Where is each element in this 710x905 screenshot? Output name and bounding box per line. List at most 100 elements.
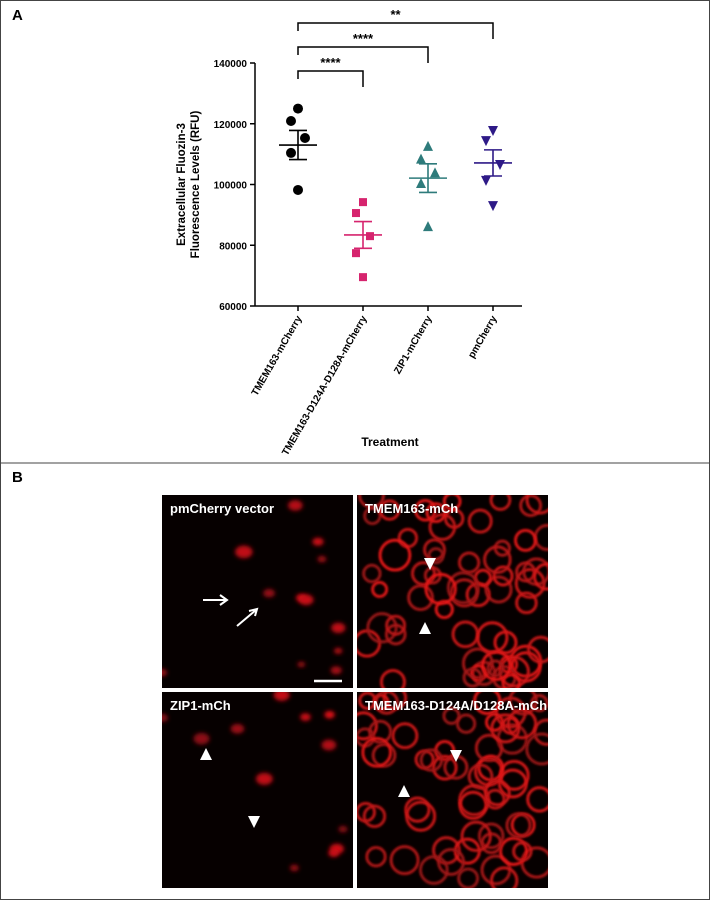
y-axis-label: Extracellular Fluozin-3	[176, 123, 188, 246]
cell	[525, 495, 548, 515]
cell	[425, 502, 447, 524]
cell	[446, 571, 480, 605]
cell	[317, 556, 327, 563]
cell	[476, 621, 509, 654]
data-point	[488, 126, 498, 137]
micrograph	[162, 495, 353, 688]
cells	[357, 692, 548, 888]
cell	[457, 551, 481, 574]
cell	[431, 754, 458, 781]
data-point	[416, 153, 426, 164]
y-tick-label: 60000	[219, 302, 247, 313]
cell	[357, 711, 378, 741]
cell	[391, 722, 419, 750]
micrograph-label: TMEM163-D124A/D128A-mCh	[365, 698, 547, 713]
significance-bracket	[297, 46, 429, 63]
data-point	[416, 177, 426, 188]
cell	[526, 786, 548, 813]
data-point	[481, 175, 491, 186]
x-axis-label: Treatment	[361, 435, 418, 449]
cell	[506, 708, 538, 740]
y-axis-label: Fluorescence Levels (RFU)	[190, 111, 202, 259]
data-point	[352, 209, 360, 218]
cell	[443, 508, 465, 529]
y-tick-label: 140000	[214, 59, 248, 70]
cell	[162, 669, 168, 677]
cell	[407, 584, 434, 612]
data-point	[293, 184, 303, 195]
cell	[458, 790, 488, 820]
cell	[501, 673, 521, 688]
cell	[405, 800, 437, 832]
cell	[365, 845, 387, 868]
data-point	[286, 116, 296, 127]
cell	[418, 855, 449, 885]
cell	[427, 547, 445, 565]
cell	[414, 499, 437, 522]
cell	[460, 820, 492, 852]
panel-label: B	[12, 469, 23, 486]
cell	[490, 713, 521, 744]
data-point	[293, 103, 303, 114]
arrowhead	[248, 816, 260, 828]
cell	[374, 692, 399, 715]
cell	[527, 635, 548, 664]
cell	[505, 812, 532, 839]
cell	[419, 748, 444, 772]
data-point	[495, 160, 505, 171]
cell	[384, 623, 407, 646]
cells	[357, 495, 548, 688]
cell	[263, 589, 275, 598]
x-tick-label: ZIP1-mCherry	[392, 314, 435, 377]
data-point	[366, 232, 374, 241]
x-tick-label: TMEM163-mCherry	[250, 314, 305, 398]
cell	[498, 836, 529, 866]
micrograph-label: ZIP1-mCh	[170, 698, 231, 713]
cell	[330, 666, 342, 675]
arrowhead	[398, 785, 410, 797]
cell	[519, 495, 543, 518]
sem-bar	[354, 220, 372, 250]
cell	[483, 779, 511, 807]
cell	[362, 804, 387, 829]
cell	[410, 561, 436, 587]
panel-label: A	[12, 7, 23, 24]
cell	[298, 594, 314, 606]
micrograph	[162, 692, 353, 888]
cell	[312, 537, 324, 546]
data-point	[352, 249, 360, 258]
cell	[361, 736, 393, 768]
sem-bar	[419, 163, 437, 194]
cell	[477, 822, 505, 850]
cell	[532, 562, 548, 591]
cell	[379, 668, 406, 688]
cell	[486, 659, 505, 678]
cell	[338, 825, 348, 833]
y-tick-label: 100000	[214, 181, 248, 192]
cell	[424, 572, 457, 606]
cell	[389, 845, 420, 876]
data-point	[286, 147, 296, 158]
cell	[492, 565, 514, 587]
cell	[321, 739, 337, 751]
cell	[255, 772, 273, 785]
cells	[162, 500, 346, 677]
cell	[437, 847, 466, 876]
cell	[289, 864, 299, 872]
cell	[489, 495, 512, 511]
cell	[372, 693, 390, 711]
cell	[462, 667, 483, 688]
x-tick-label: pmCherry	[466, 314, 499, 361]
significance-bracket	[297, 70, 364, 87]
cell	[525, 732, 548, 766]
plot: 60000 80000 100000 120000 140000 Extracellula…	[176, 7, 522, 458]
data-point	[359, 273, 367, 282]
significance-label: ****	[353, 31, 374, 46]
cell	[497, 768, 528, 799]
cell	[162, 713, 168, 722]
cell	[324, 710, 335, 719]
data-point	[488, 201, 498, 212]
cell	[193, 732, 210, 745]
